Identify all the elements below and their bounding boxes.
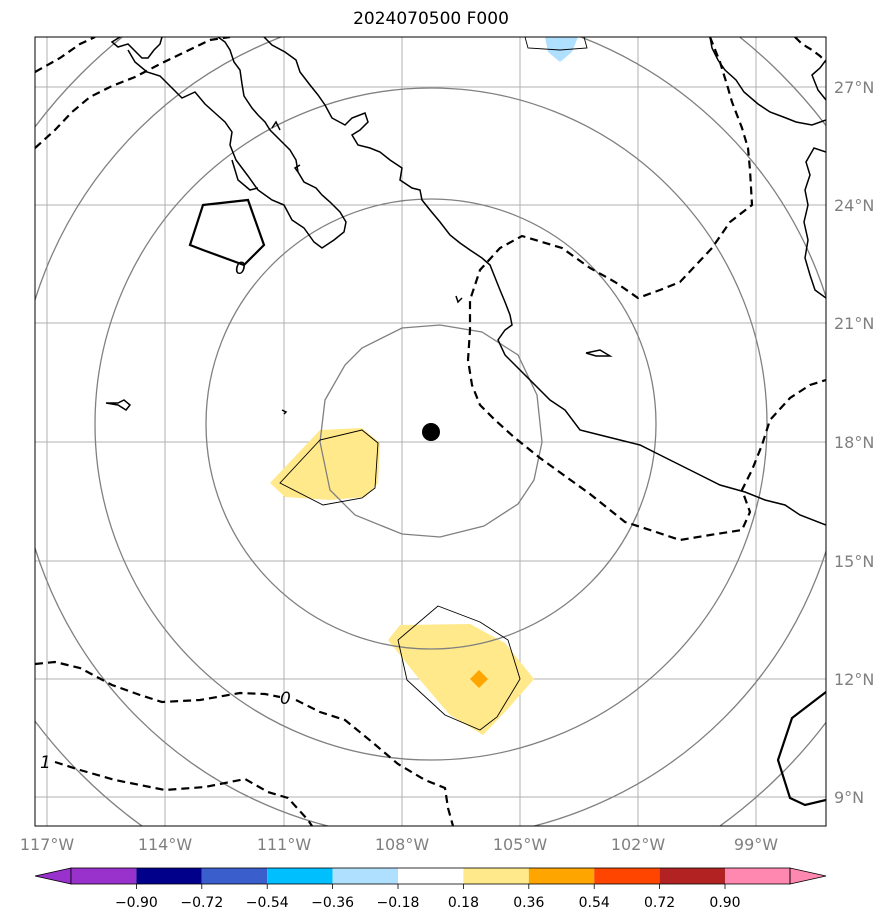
colorbar-segment bbox=[71, 868, 137, 884]
lat-label: 21°N bbox=[834, 314, 874, 333]
colorbar-tick-label: −0.54 bbox=[246, 895, 289, 911]
colorbar-segment bbox=[725, 868, 790, 884]
anomaly-shading-peak bbox=[470, 670, 488, 688]
colorbar-segment bbox=[332, 868, 398, 884]
colorbar-segment bbox=[594, 868, 660, 884]
colorbar-tick-label: −0.72 bbox=[180, 895, 223, 911]
colorbar-tick-label: −0.90 bbox=[115, 895, 158, 911]
contour-label-zero-south: 0 bbox=[280, 689, 291, 709]
longitude-labels: 117°W 114°W 111°W 108°W 105°W 102°W 99°W bbox=[20, 835, 778, 854]
colorbar-tick-label: 0.18 bbox=[448, 895, 479, 911]
colorbar-segment bbox=[528, 868, 595, 884]
lat-label: 24°N bbox=[834, 196, 874, 215]
colorbar-tick-label: 0.54 bbox=[579, 895, 610, 911]
map-title: 2024070500 F000 bbox=[353, 9, 509, 29]
solid-contours bbox=[188, 198, 826, 807]
colorbar-tick-label: −0.36 bbox=[311, 895, 354, 911]
colorbar-segment bbox=[659, 868, 725, 884]
lat-label: 15°N bbox=[834, 552, 874, 571]
thin-contours bbox=[279, 37, 588, 731]
lat-label: 12°N bbox=[834, 670, 874, 689]
lon-label: 102°W bbox=[611, 835, 666, 854]
colorbar-tick-label: 0.90 bbox=[709, 895, 740, 911]
latitude-labels: 27°N 24°N 21°N 18°N 15°N 12°N 9°N bbox=[834, 78, 874, 807]
colorbar-segment bbox=[136, 868, 202, 884]
colorbar-tick-label: 0.36 bbox=[513, 895, 544, 911]
colorbar-segment bbox=[267, 868, 333, 884]
graticule bbox=[35, 37, 826, 826]
contour-label-zero-west: 0 bbox=[235, 259, 246, 279]
coastlines bbox=[105, 37, 826, 526]
colorbar: −0.90 −0.72 −0.54 −0.36 −0.18 0.18 0.36 … bbox=[34, 867, 827, 911]
lon-label: 105°W bbox=[493, 835, 548, 854]
lon-label: 114°W bbox=[138, 835, 193, 854]
colorbar-segment bbox=[398, 868, 464, 884]
colorbar-segment bbox=[201, 868, 268, 884]
lon-label: 117°W bbox=[20, 835, 75, 854]
colorbar-tick-label: −0.18 bbox=[377, 895, 420, 911]
contour-label-one: 1 bbox=[40, 753, 51, 773]
storm-center-marker bbox=[422, 423, 440, 441]
anomaly-shading-south bbox=[388, 624, 534, 735]
lat-label: 9°N bbox=[834, 788, 864, 807]
map-frame bbox=[34, 36, 827, 827]
lon-label: 99°W bbox=[734, 835, 778, 854]
colorbar-extend-high bbox=[789, 867, 827, 885]
lon-label: 108°W bbox=[375, 835, 430, 854]
colorbar-frame bbox=[70, 867, 791, 885]
colorbar-segment bbox=[463, 868, 529, 884]
lat-label: 27°N bbox=[834, 78, 874, 97]
dashed-contours bbox=[35, 37, 826, 826]
lat-label: 18°N bbox=[834, 433, 874, 452]
colorbar-tick-label: 0.72 bbox=[644, 895, 675, 911]
colorbar-extend-low bbox=[34, 867, 72, 885]
lon-label: 111°W bbox=[257, 835, 312, 854]
